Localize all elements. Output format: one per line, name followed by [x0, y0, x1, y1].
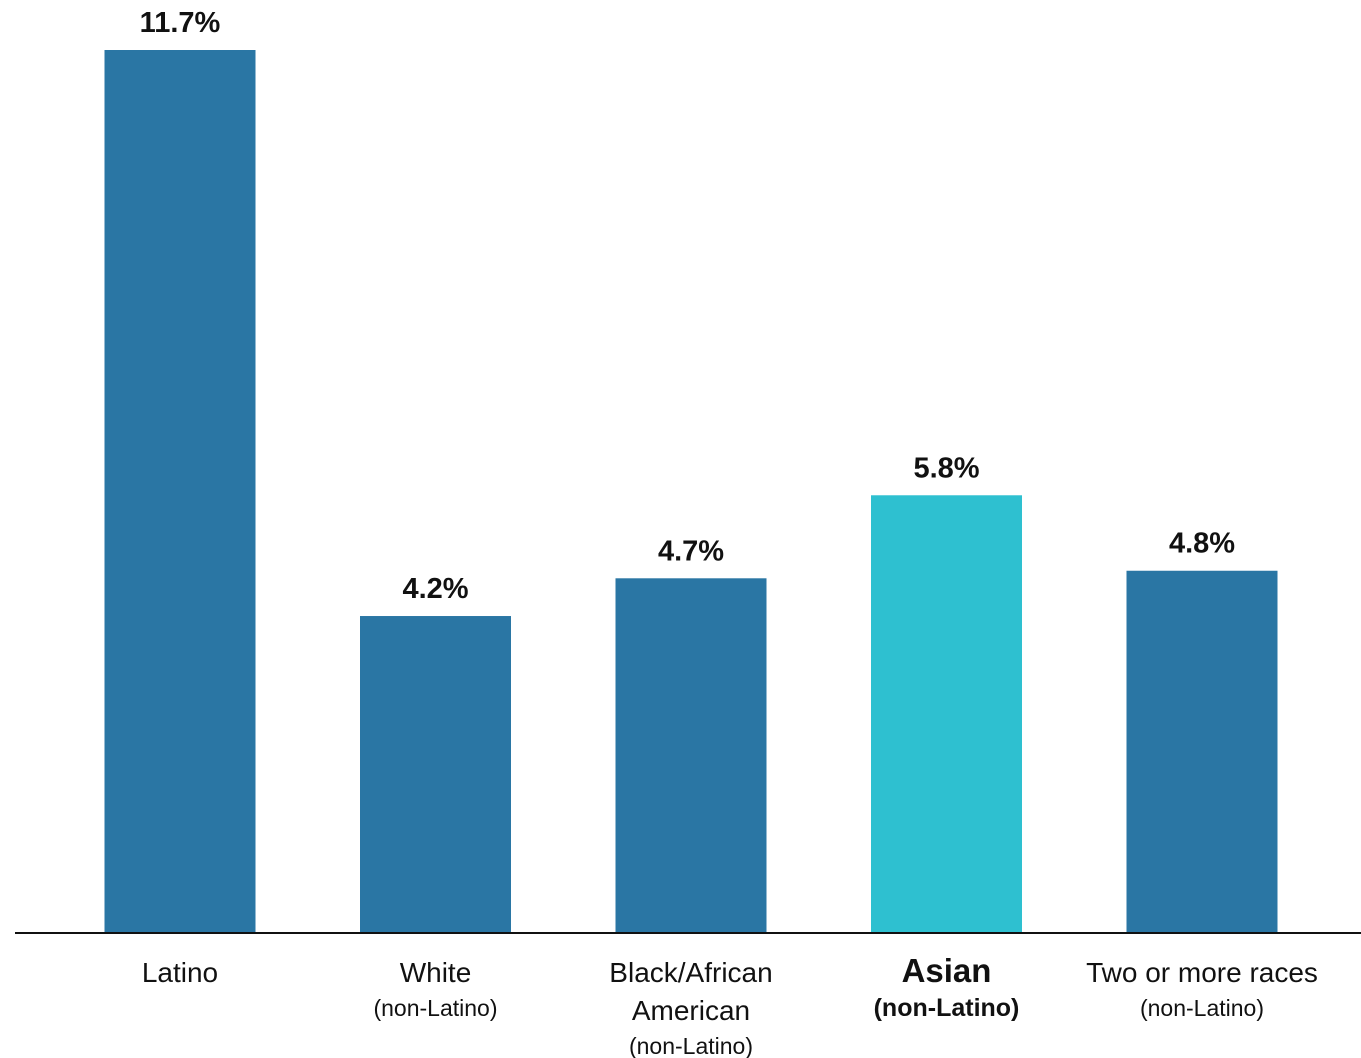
category-sublabel: (non-Latino)	[373, 995, 497, 1021]
category-label: Asian	[902, 952, 992, 989]
category-sublabel: (non-Latino)	[874, 994, 1020, 1022]
category-label: Two or more races	[1086, 957, 1318, 988]
bar-value-label: 11.7%	[140, 7, 221, 39]
bar	[615, 578, 767, 933]
bar-value-label: 4.8%	[1169, 528, 1235, 560]
bar-value-label: 4.7%	[658, 535, 724, 567]
category-label: Black/African	[609, 957, 772, 988]
bar-value-label: 4.2%	[402, 573, 468, 605]
bar	[1126, 570, 1278, 933]
bars-group	[104, 50, 1278, 933]
category-label: Latino	[142, 957, 218, 988]
bar	[104, 50, 256, 933]
category-sublabel: (non-Latino)	[629, 1033, 753, 1058]
bar-value-label: 5.8%	[913, 452, 979, 484]
bar	[360, 616, 511, 933]
category-sublabel: (non-Latino)	[1140, 995, 1264, 1021]
category-label: American	[632, 995, 750, 1026]
category-label: White	[400, 957, 472, 988]
bar	[871, 495, 1022, 933]
category-labels-group: Latino White (non-Latino) Black/African Amer…	[142, 952, 1318, 1058]
value-labels-group: 11.7% 4.2% 4.7% 5.8% 4.8%	[140, 7, 1236, 605]
